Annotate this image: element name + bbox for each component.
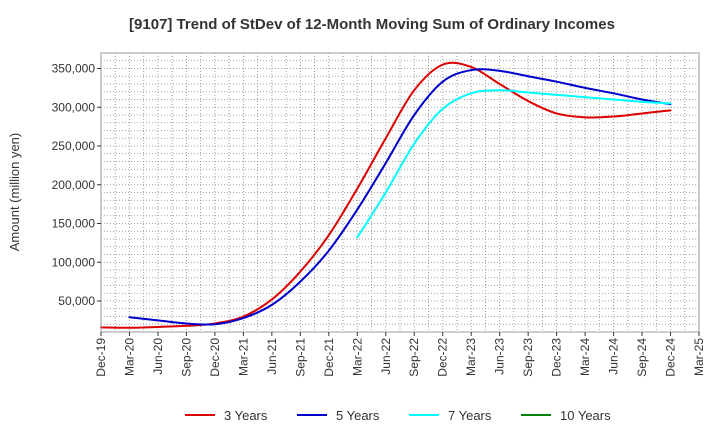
x-tick-label: Dec-23 xyxy=(550,338,564,377)
x-tick-label: Jun-21 xyxy=(265,338,279,375)
x-tick-label: Mar-24 xyxy=(578,338,592,376)
series-line-7-years xyxy=(356,89,672,239)
x-tick-label: Mar-23 xyxy=(464,338,478,376)
x-tick-label: Dec-24 xyxy=(664,338,678,377)
x-tick-label: Sep-23 xyxy=(521,338,535,377)
x-tick-label: Dec-19 xyxy=(94,338,108,377)
x-tick-label: Sep-21 xyxy=(293,338,307,377)
legend-label-3-years: 3 Years xyxy=(224,408,268,423)
x-tick-label: Dec-22 xyxy=(436,338,450,377)
x-tick-label: Jun-22 xyxy=(379,338,393,375)
x-tick-label: Sep-22 xyxy=(407,338,421,377)
y-axis-label: Amount (million yen) xyxy=(7,133,22,252)
series-line-5-years xyxy=(128,68,672,326)
legend-label-5-years: 5 Years xyxy=(336,408,380,423)
series-lines xyxy=(100,61,672,329)
x-tick-label: Dec-20 xyxy=(208,338,222,377)
legend-label-10-years: 10 Years xyxy=(560,408,611,423)
x-tick-label: Sep-24 xyxy=(635,338,649,377)
series-line-3-years xyxy=(100,61,672,329)
y-tick-label: 150,000 xyxy=(52,217,96,231)
x-tick-label: Sep-20 xyxy=(179,338,193,377)
y-tick-label: 50,000 xyxy=(58,294,95,308)
legend: 3 Years 5 Years 7 Years 10 Years xyxy=(185,408,611,423)
y-tick-label: 100,000 xyxy=(52,255,96,269)
grid xyxy=(100,52,700,333)
x-tick-label: Jun-20 xyxy=(151,338,165,375)
legend-label-7-years: 7 Years xyxy=(448,408,492,423)
y-axis-ticks: 50,000 100,000 150,000 200,000 250,000 300,00… xyxy=(52,62,101,308)
x-tick-label: Mar-20 xyxy=(122,338,136,376)
y-tick-label: 250,000 xyxy=(52,139,96,153)
x-tick-label: Jun-24 xyxy=(607,338,621,375)
plot-area-frame xyxy=(100,52,700,333)
x-axis-ticks: Dec-19 Mar-20 Jun-20 Sep-20 Dec-20 Mar-21 Jun-… xyxy=(94,332,706,377)
y-tick-label: 200,000 xyxy=(52,178,96,192)
x-tick-label: Dec-21 xyxy=(322,338,336,377)
x-tick-label: Mar-25 xyxy=(692,338,706,376)
x-tick-label: Mar-21 xyxy=(236,338,250,376)
x-tick-label: Jun-23 xyxy=(493,338,507,375)
y-tick-label: 350,000 xyxy=(52,62,96,76)
chart-title: [9107] Trend of StDev of 12-Month Moving… xyxy=(129,16,615,33)
y-tick-label: 300,000 xyxy=(52,100,96,114)
x-tick-label: Mar-22 xyxy=(350,338,364,376)
